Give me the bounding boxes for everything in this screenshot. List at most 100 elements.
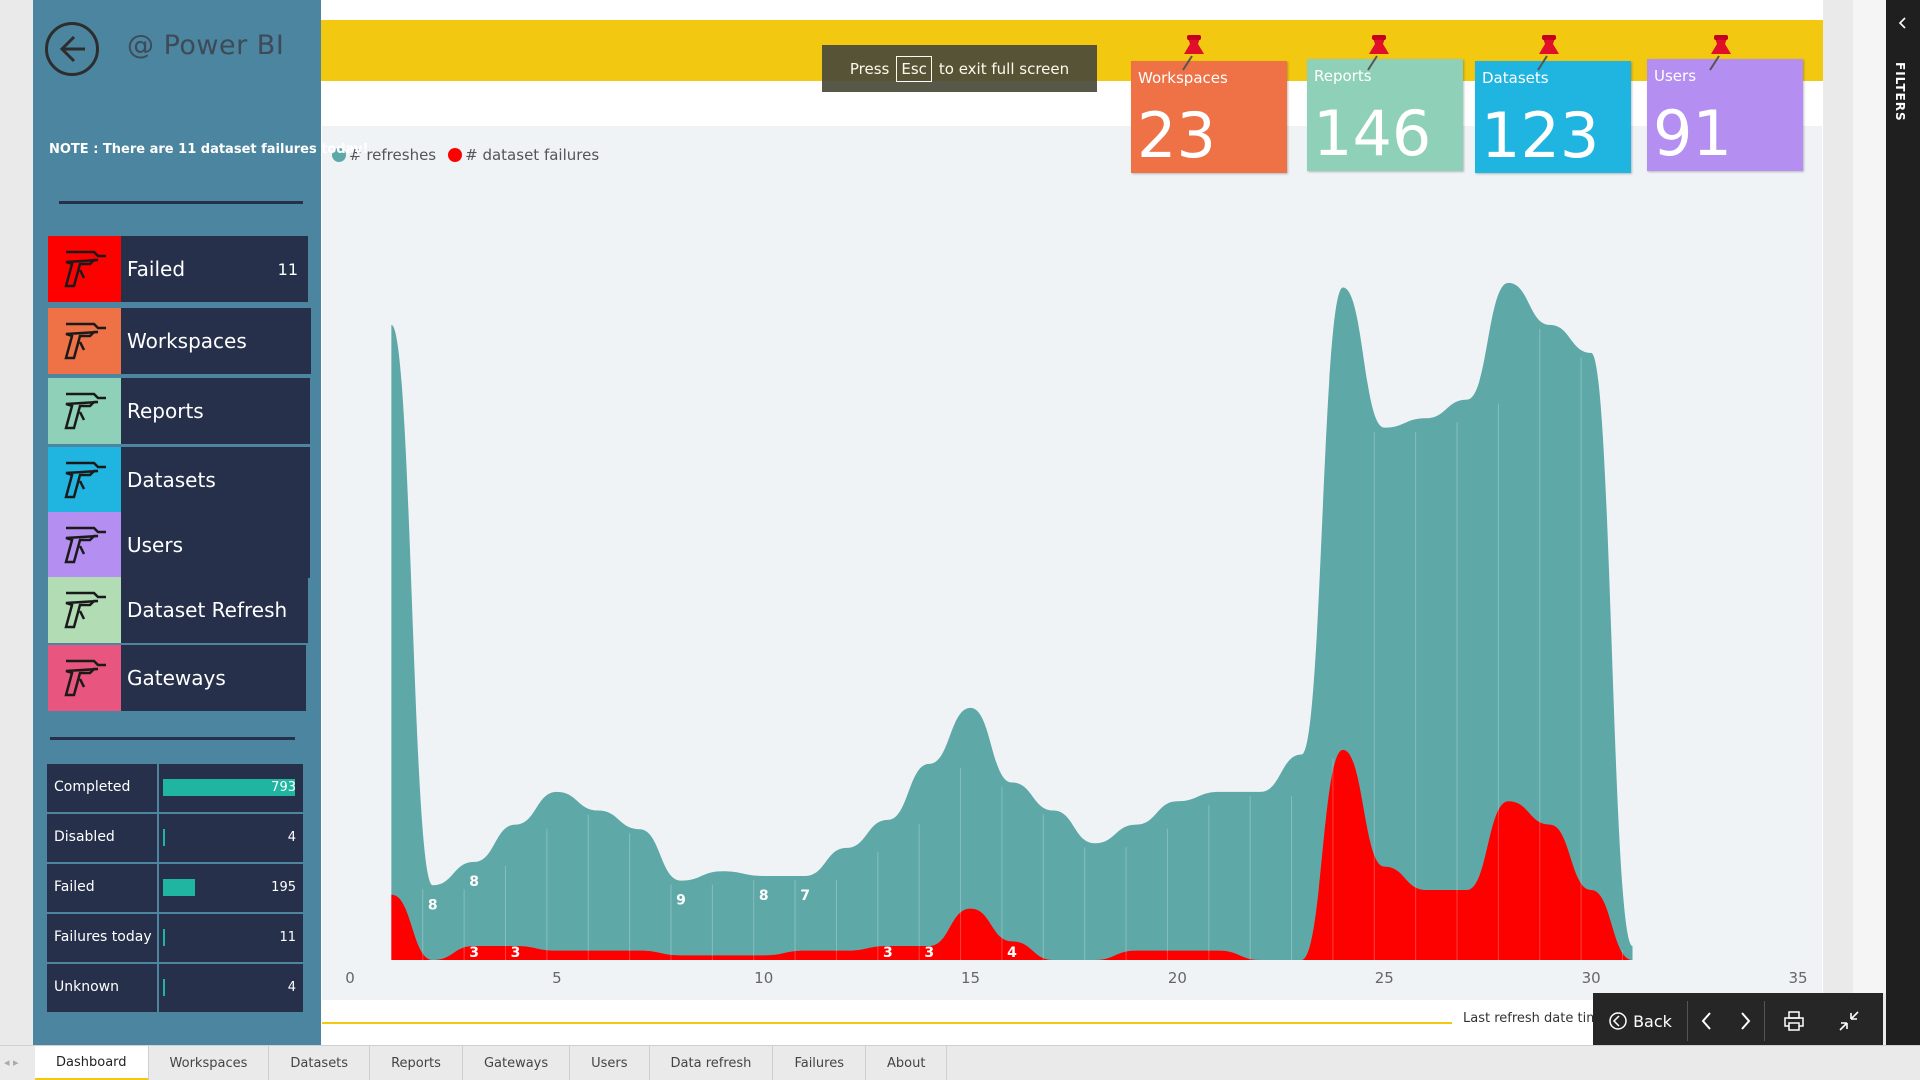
drill-icon (63, 322, 106, 360)
nav-failed-label: Failed (127, 257, 186, 281)
filters-pane[interactable] (1886, 0, 1920, 1080)
nav-workspaces-swatch (48, 308, 121, 374)
data-label: 3 (511, 945, 521, 961)
prev-page-button[interactable] (1688, 993, 1726, 1049)
back-label: Back (1633, 1011, 1672, 1031)
hint-exit: to exit full screen (938, 59, 1070, 78)
refreshes-area[interactable] (391, 282, 1633, 961)
stat-label: Completed (54, 779, 131, 795)
stat-label: Disabled (54, 829, 115, 845)
stat-separator (157, 814, 159, 862)
nav-gateways[interactable]: Gateways (48, 645, 306, 711)
drill-icon (63, 659, 106, 697)
control-divider (1764, 1001, 1765, 1041)
data-label: 8 (428, 897, 438, 913)
tab-about[interactable]: About (865, 1046, 948, 1080)
stat-value: 793 (271, 780, 296, 795)
stat-bar (163, 979, 165, 996)
control-divider (1687, 1001, 1688, 1041)
x-tick-label: 35 (1788, 969, 1807, 987)
card-datasets[interactable]: Datasets 123 (1475, 61, 1631, 173)
collapse-icon (1839, 1011, 1859, 1031)
nav-dataset-refresh[interactable]: Dataset Refresh (48, 577, 308, 643)
tab-dashboard[interactable]: Dashboard (35, 1046, 149, 1080)
tab-datasets[interactable]: Datasets (269, 1046, 371, 1080)
card-reports[interactable]: Reports 146 (1307, 59, 1463, 171)
tab-data-refresh[interactable]: Data refresh (649, 1046, 774, 1080)
x-tick-label: 0 (345, 969, 355, 987)
data-label: 8 (469, 874, 479, 890)
page-tabs: Dashboard Workspaces Datasets Reports Ga… (35, 1046, 948, 1080)
print-icon (1784, 1011, 1804, 1031)
chevron-left-icon[interactable] (1896, 16, 1910, 30)
back-circle-icon (1609, 1012, 1627, 1030)
stat-bar (163, 879, 195, 896)
tab-gateways[interactable]: Gateways (462, 1046, 571, 1080)
sidebar-divider-bottom (50, 737, 295, 740)
x-tick-label: 10 (754, 969, 773, 987)
pushpin-icon (1367, 35, 1389, 71)
tab-failures[interactable]: Failures (773, 1046, 866, 1080)
stat-separator (157, 914, 159, 962)
hint-press: Press (849, 59, 890, 78)
last-refresh-label: Last refresh date tim (1463, 1011, 1593, 1026)
stat-bar (163, 829, 165, 846)
x-tick-label: 15 (961, 969, 980, 987)
drill-icon (63, 526, 106, 564)
pushpin-icon (1709, 35, 1731, 71)
sidebar-divider-top (59, 201, 303, 204)
page-tab-bar: ◂ ▸ Dashboard Workspaces Datasets Report… (0, 1045, 1920, 1080)
stat-separator (157, 964, 159, 1012)
tab-workspaces[interactable]: Workspaces (148, 1046, 270, 1080)
nav-users-label: Users (127, 533, 184, 557)
exit-fullscreen-button[interactable] (1823, 993, 1875, 1049)
legend-refreshes: # refreshes (332, 146, 436, 164)
stat-bar (163, 929, 165, 946)
report-controls: Back (1593, 993, 1883, 1049)
x-tick-label: 5 (552, 969, 562, 987)
legend-refreshes-label: # refreshes (349, 146, 437, 164)
data-label: 3 (924, 945, 934, 961)
drill-icon (63, 461, 106, 499)
nav-workspaces[interactable]: Workspaces (48, 308, 311, 374)
stat-value: 11 (279, 930, 296, 945)
tab-reports[interactable]: Reports (370, 1046, 463, 1080)
nav-users[interactable]: Users (48, 512, 310, 578)
card-title: Reports (1314, 67, 1372, 85)
filters-label: FILTERS (1893, 62, 1907, 122)
failure-note: NOTE : There are 11 dataset failures tod… (49, 142, 369, 157)
card-users[interactable]: Users 91 (1647, 59, 1803, 171)
data-label: 9 (676, 893, 686, 909)
nav-gateways-swatch (48, 645, 121, 711)
x-tick-label: 20 (1168, 969, 1187, 987)
failures-area[interactable] (391, 749, 1633, 960)
data-label: 8 (759, 888, 769, 904)
refresh-divider (322, 1022, 1452, 1024)
nav-dataset-refresh-swatch (48, 577, 121, 643)
refresh-area-chart: 0 5 10 15 20 25 30 35 8 8 9 8 7 3 3 3 3 4 (345, 282, 1808, 987)
next-page-button[interactable] (1726, 993, 1764, 1049)
back-button[interactable]: Back (1593, 993, 1687, 1049)
x-tick-label: 25 (1375, 969, 1394, 987)
drill-icon (63, 591, 106, 629)
nav-reports[interactable]: Reports (48, 378, 310, 444)
tab-users[interactable]: Users (570, 1046, 650, 1080)
tab-scroll-arrows[interactable]: ◂ ▸ (4, 1056, 19, 1069)
stat-row-unknown: Unknown 4 (47, 964, 303, 1012)
nav-datasets[interactable]: Datasets (48, 447, 310, 513)
nav-reports-swatch (48, 378, 121, 444)
back-nav-button[interactable] (45, 22, 99, 76)
stat-value: 4 (287, 980, 296, 995)
data-label: 4 (1007, 945, 1017, 961)
stat-value: 4 (287, 830, 296, 845)
data-label: 3 (469, 945, 479, 961)
print-button[interactable] (1765, 993, 1823, 1049)
nav-failed[interactable]: Failed 11 (48, 236, 308, 302)
pushpin-icon (1182, 35, 1204, 71)
legend-refreshes-dot (332, 148, 346, 162)
fullscreen-hint: Press Esc to exit full screen (822, 45, 1097, 92)
stat-row-disabled: Disabled 4 (47, 814, 303, 862)
card-title: Users (1654, 67, 1697, 85)
card-workspaces[interactable]: Workspaces 23 (1131, 61, 1287, 173)
